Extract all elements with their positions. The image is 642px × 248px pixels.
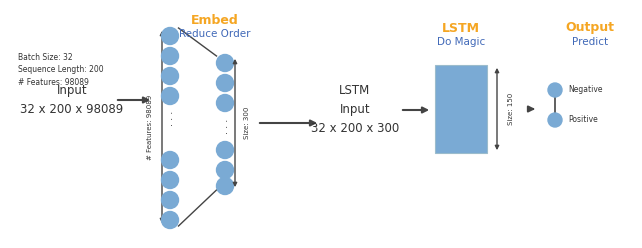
Circle shape xyxy=(162,191,178,209)
Text: LSTM
Input
32 x 200 x 300: LSTM Input 32 x 200 x 300 xyxy=(311,85,399,135)
Text: . . .: . . . xyxy=(165,110,175,126)
Circle shape xyxy=(162,67,178,85)
Circle shape xyxy=(162,212,178,228)
Text: Embed: Embed xyxy=(191,13,239,27)
Text: Input
32 x 200 x 98089: Input 32 x 200 x 98089 xyxy=(21,84,124,116)
Circle shape xyxy=(216,55,234,71)
Circle shape xyxy=(162,48,178,64)
Circle shape xyxy=(162,172,178,188)
Text: Predict: Predict xyxy=(572,37,608,47)
Text: LSTM: LSTM xyxy=(442,22,480,34)
Circle shape xyxy=(216,94,234,112)
Text: Positive: Positive xyxy=(568,116,598,124)
Text: Negative: Negative xyxy=(568,86,602,94)
Text: Size: 150: Size: 150 xyxy=(508,93,514,125)
Text: Reduce Order: Reduce Order xyxy=(179,29,251,39)
Circle shape xyxy=(548,113,562,127)
Circle shape xyxy=(162,28,178,44)
Text: Do Magic: Do Magic xyxy=(437,37,485,47)
Circle shape xyxy=(216,74,234,92)
Circle shape xyxy=(216,142,234,158)
Text: . . .: . . . xyxy=(220,118,230,134)
Circle shape xyxy=(216,178,234,194)
Text: Output: Output xyxy=(566,22,614,34)
Circle shape xyxy=(162,88,178,104)
Text: # Features: 98089: # Features: 98089 xyxy=(147,94,153,160)
Circle shape xyxy=(216,161,234,179)
Circle shape xyxy=(548,83,562,97)
Text: Batch Size: 32
Sequence Length: 200
# Features: 98089: Batch Size: 32 Sequence Length: 200 # Fe… xyxy=(18,53,103,87)
Text: Size: 300: Size: 300 xyxy=(244,107,250,139)
FancyBboxPatch shape xyxy=(435,65,487,153)
Circle shape xyxy=(162,152,178,168)
